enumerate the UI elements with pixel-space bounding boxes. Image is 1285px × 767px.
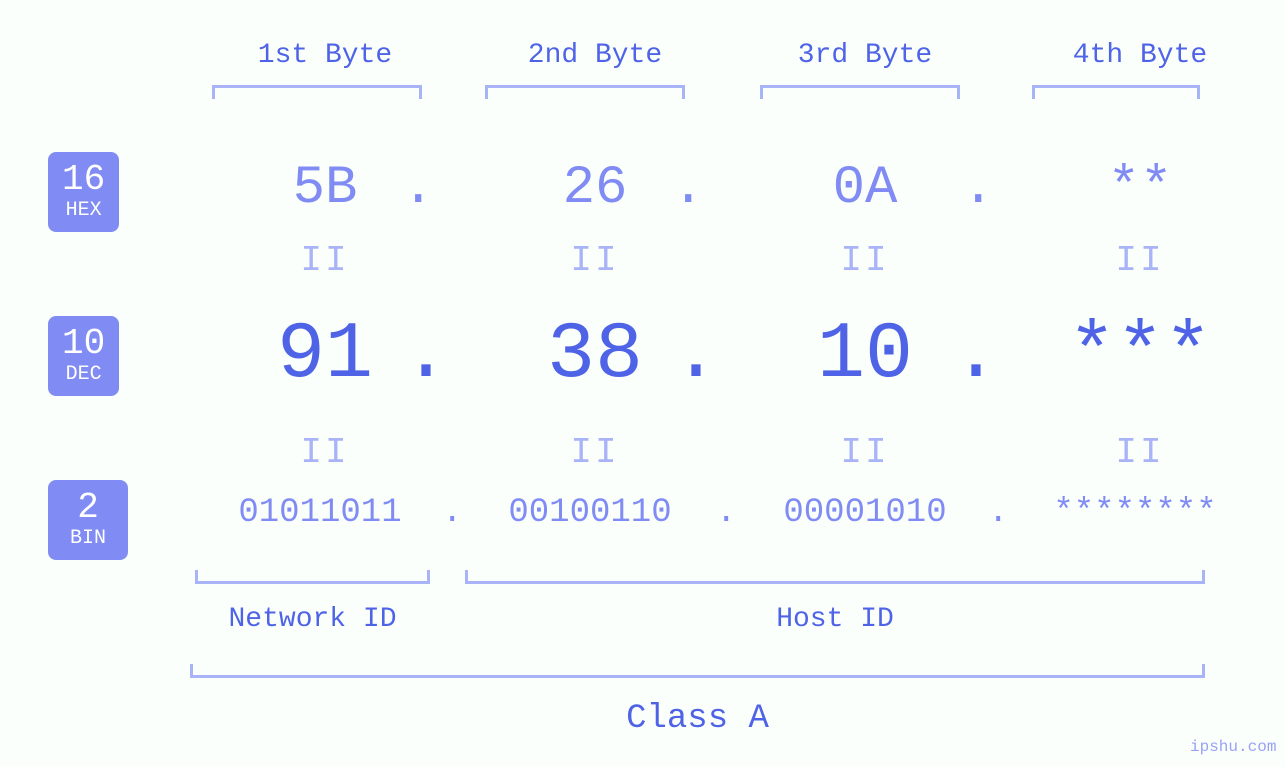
byte-header-3: 3rd Byte <box>750 40 980 71</box>
dec-dot-3: . <box>952 310 1000 401</box>
bracket-byte-3 <box>760 85 960 99</box>
bracket-byte-1 <box>212 85 422 99</box>
badge-bin: 2 BIN <box>48 480 128 560</box>
watermark: ipshu.com <box>1190 738 1276 756</box>
hex-byte-4: ** <box>1025 158 1255 219</box>
equals-1-2: II <box>480 240 710 281</box>
equals-2-3: II <box>750 432 980 473</box>
equals-1-1: II <box>210 240 440 281</box>
badge-hex-label: HEX <box>62 200 105 222</box>
bracket-class <box>190 664 1205 678</box>
byte-header-4: 4th Byte <box>1025 40 1255 71</box>
equals-2-2: II <box>480 432 710 473</box>
badge-hex-num: 16 <box>62 160 105 200</box>
label-network-id: Network ID <box>195 604 430 635</box>
label-host-id: Host ID <box>465 604 1205 635</box>
bin-byte-3: 00001010 <box>740 494 990 532</box>
bin-byte-4: ******** <box>1010 494 1260 532</box>
hex-dot-3: . <box>962 158 994 219</box>
dec-dot-1: . <box>402 310 450 401</box>
bin-dot-2: . <box>716 494 736 532</box>
bracket-byte-2 <box>485 85 685 99</box>
bracket-byte-4 <box>1032 85 1200 99</box>
badge-hex: 16 HEX <box>48 152 119 232</box>
hex-dot-2: . <box>672 158 704 219</box>
byte-header-1: 1st Byte <box>210 40 440 71</box>
label-class: Class A <box>190 700 1205 738</box>
bracket-host-id <box>465 570 1205 584</box>
equals-2-4: II <box>1025 432 1255 473</box>
badge-bin-label: BIN <box>70 528 106 550</box>
dec-dot-2: . <box>672 310 720 401</box>
badge-dec-label: DEC <box>62 364 105 386</box>
equals-1-4: II <box>1025 240 1255 281</box>
badge-bin-num: 2 <box>70 488 106 528</box>
bracket-network-id <box>195 570 430 584</box>
badge-dec: 10 DEC <box>48 316 119 396</box>
bin-byte-1: 01011011 <box>195 494 445 532</box>
hex-dot-1: . <box>402 158 434 219</box>
equals-1-3: II <box>750 240 980 281</box>
byte-header-2: 2nd Byte <box>480 40 710 71</box>
bin-dot-1: . <box>442 494 462 532</box>
dec-byte-4: *** <box>1025 310 1255 401</box>
ip-diagram: 1st Byte 2nd Byte 3rd Byte 4th Byte 16 H… <box>0 0 1285 767</box>
hex-byte-3: 0A <box>750 158 980 219</box>
bin-byte-2: 00100110 <box>465 494 715 532</box>
dec-byte-3: 10 <box>750 310 980 401</box>
badge-dec-num: 10 <box>62 324 105 364</box>
bin-dot-3: . <box>988 494 1008 532</box>
equals-2-1: II <box>210 432 440 473</box>
